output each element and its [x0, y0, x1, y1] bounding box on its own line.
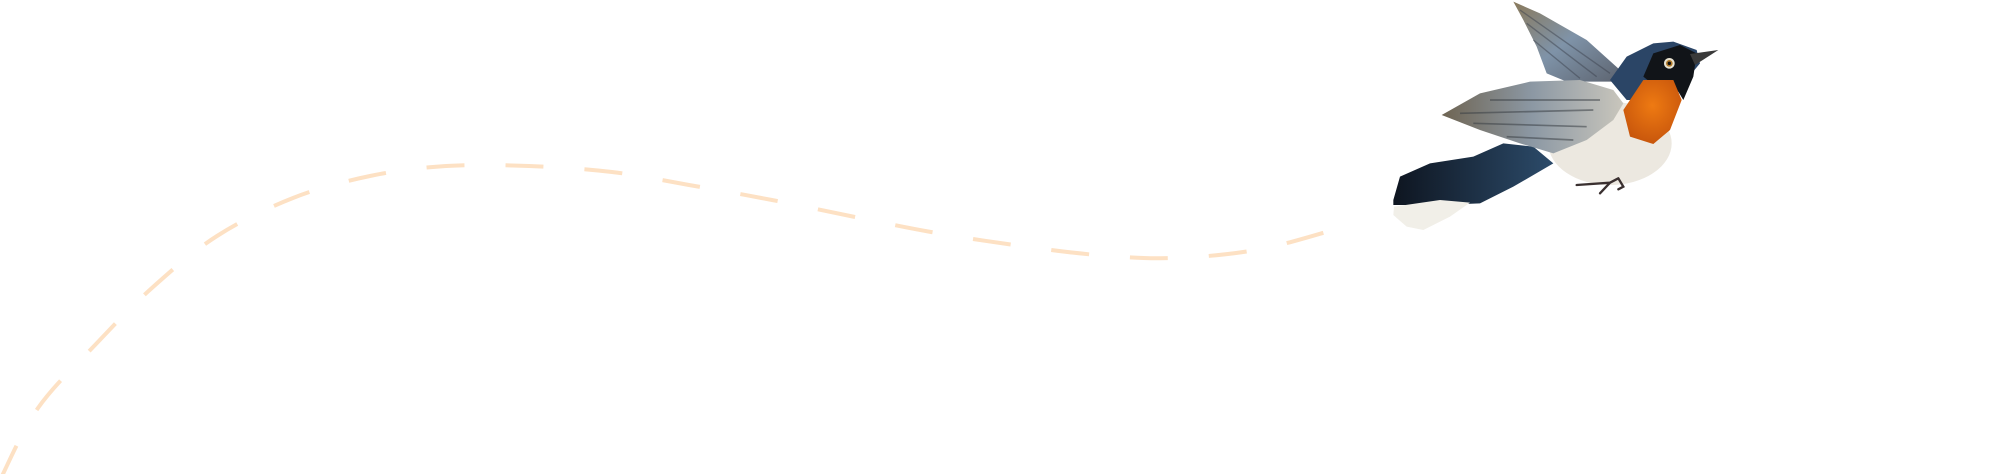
- bird-legs: [1575, 177, 1625, 195]
- bird-lower-wing: [1441, 80, 1624, 154]
- bird-tail: [1393, 143, 1554, 230]
- bird-illustration: [1393, 1, 1719, 230]
- bird-orange-throat: [1623, 80, 1682, 144]
- bird-beak: [1690, 50, 1719, 65]
- trail-path: [0, 162, 1357, 474]
- bird-upper-wing: [1513, 1, 1620, 82]
- bird-eye: [1664, 58, 1675, 69]
